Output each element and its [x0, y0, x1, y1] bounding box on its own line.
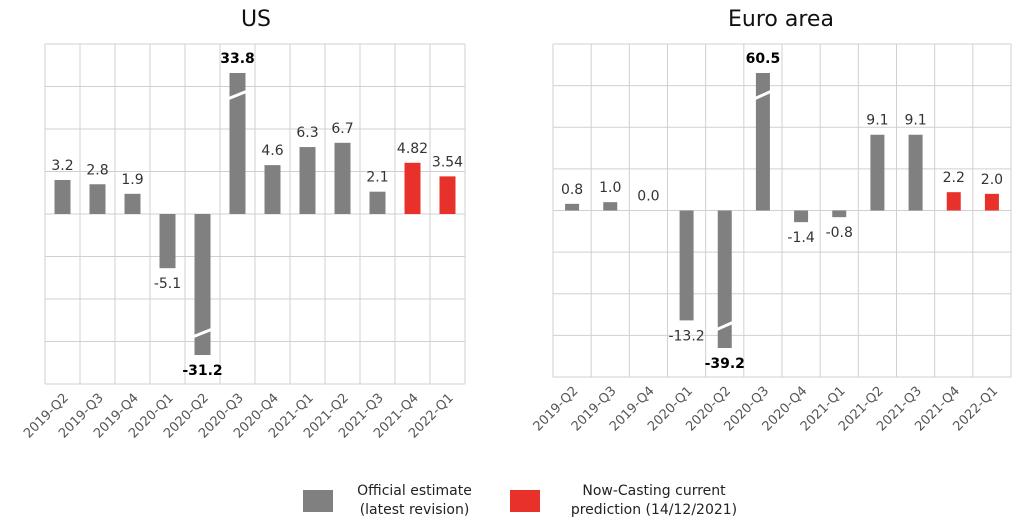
value-label: 1.9 [121, 172, 143, 188]
chart-title: US [241, 7, 271, 32]
value-label: -5.1 [154, 276, 181, 292]
bar [984, 193, 999, 211]
value-label: 2.0 [981, 172, 1003, 188]
value-label: -1.4 [787, 230, 814, 246]
bar [832, 210, 847, 218]
value-label: 6.3 [296, 125, 318, 141]
bar [194, 214, 211, 355]
value-label: -31.2 [182, 363, 222, 379]
bar [54, 180, 71, 214]
chart: US2019-Q23.22019-Q32.82019-Q41.92020-Q1-… [21, 7, 1012, 441]
bar [439, 176, 456, 214]
bar [334, 142, 351, 214]
value-label: 3.54 [432, 154, 463, 170]
bar [946, 192, 961, 211]
chart-title: Euro area [728, 7, 834, 32]
bar [717, 210, 732, 348]
value-label: 2.8 [86, 162, 108, 178]
value-label: 1.0 [599, 180, 621, 196]
legend-swatch [303, 490, 333, 512]
legend-label: Now-Casting current prediction (14/12/20… [570, 483, 738, 518]
legend-swatch [510, 490, 540, 512]
bar [159, 214, 176, 269]
value-label: 4.6 [261, 143, 283, 159]
legend-item: Now-Casting current prediction (14/12/20… [510, 482, 754, 520]
bar [89, 184, 106, 214]
value-label: 60.5 [746, 51, 781, 67]
bar [124, 193, 141, 214]
bar [404, 162, 421, 214]
value-label: 0.8 [561, 182, 583, 198]
value-label: 9.1 [904, 113, 926, 129]
value-label: 2.2 [943, 170, 965, 186]
bar [369, 191, 386, 214]
value-label: 33.8 [220, 51, 255, 67]
bar [603, 202, 618, 211]
value-label: -0.8 [826, 225, 853, 241]
bar [908, 134, 923, 211]
legend-label: Official estimate (latest revision) [357, 483, 472, 518]
value-label: 0.0 [637, 189, 659, 205]
value-label: 3.2 [51, 158, 73, 174]
axis-break [753, 89, 773, 101]
value-label: 4.82 [397, 141, 428, 157]
value-label: 2.1 [366, 170, 388, 186]
value-label: 9.1 [866, 113, 888, 129]
axis-break [191, 327, 214, 339]
bar [229, 73, 246, 214]
bar [679, 210, 694, 321]
value-label: -13.2 [668, 328, 704, 344]
bar [870, 134, 885, 211]
bar [794, 210, 809, 223]
bar [299, 147, 316, 214]
bar [565, 203, 580, 211]
axis-break [226, 89, 249, 101]
value-label: 6.7 [331, 121, 353, 137]
value-label: -39.2 [705, 356, 745, 372]
bar [264, 165, 281, 214]
axis-break [715, 320, 735, 332]
legend-item: Official estimate (latest revision) [303, 482, 482, 520]
bar [755, 73, 770, 211]
